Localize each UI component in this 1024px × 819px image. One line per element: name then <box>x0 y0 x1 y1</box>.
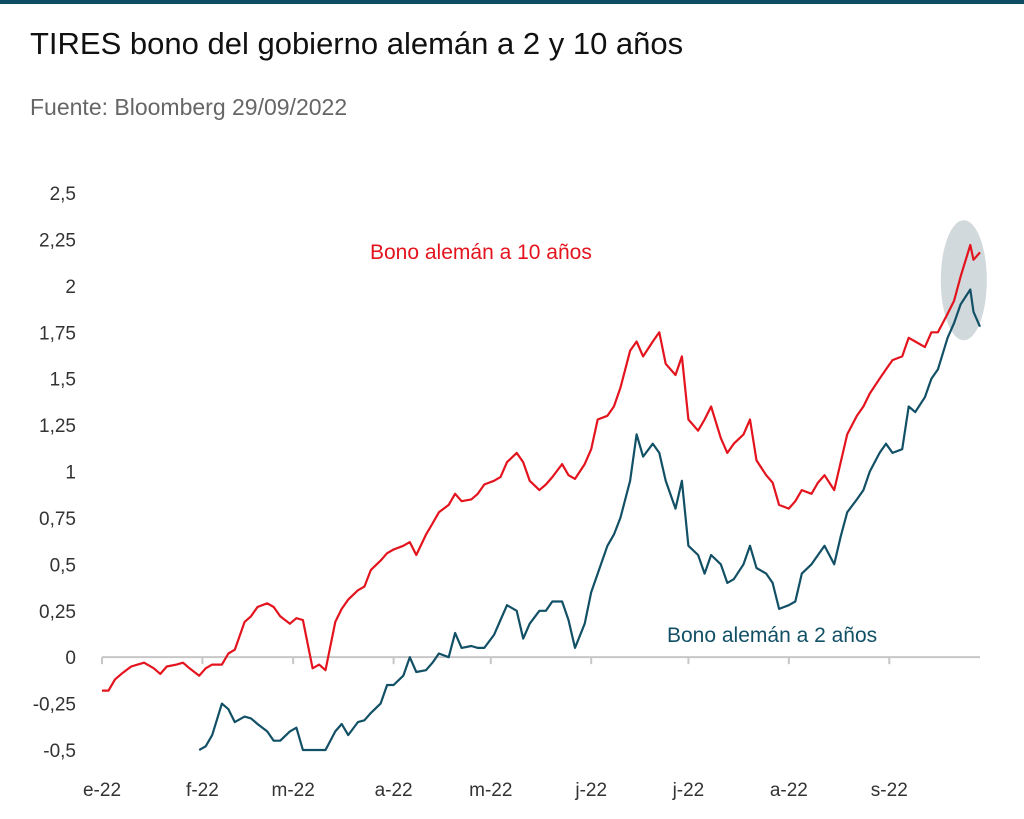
y-tick-label: -0,5 <box>43 741 76 762</box>
x-tick-label: f-22 <box>186 780 219 801</box>
x-tick-label: e-22 <box>83 780 121 801</box>
x-tick-label: j-22 <box>574 780 607 801</box>
y-tick-label: 2,5 <box>50 184 76 205</box>
y-tick-label: 0,75 <box>39 509 76 530</box>
highlight-ellipse <box>940 220 987 341</box>
series-line-bund2 <box>198 288 982 752</box>
y-tick-label: 1 <box>65 463 76 484</box>
x-tick-label: a-22 <box>770 780 808 801</box>
chart-subtitle: Fuente: Bloomberg 29/09/2022 <box>30 94 348 120</box>
y-tick-label: 0,5 <box>50 555 76 576</box>
top-rule <box>0 0 1024 4</box>
x-tick-label: m-22 <box>272 780 315 801</box>
annotation-bund2: Bono alemán a 2 años <box>667 624 877 647</box>
y-tick-label: 1,25 <box>39 416 76 437</box>
y-tick-label: 2,25 <box>39 230 76 251</box>
x-tick-label: a-22 <box>375 780 413 801</box>
chart-title: TIRES bono del gobierno alemán a 2 y 10 … <box>30 26 684 61</box>
annotation-bund10: Bono alemán a 10 años <box>370 241 592 264</box>
y-tick-label: -0,25 <box>33 695 76 716</box>
x-tick-label: j-22 <box>672 780 705 801</box>
y-tick-label: 2 <box>65 277 76 298</box>
y-tick-label: 0,25 <box>39 602 76 623</box>
y-tick-label: 1,75 <box>39 323 76 344</box>
y-tick-label: 0 <box>65 648 76 669</box>
series-line-bund10 <box>102 243 981 692</box>
x-tick-label: m-22 <box>469 780 512 801</box>
y-tick-label: 1,5 <box>50 370 76 391</box>
x-tick-label: s-22 <box>871 780 908 801</box>
